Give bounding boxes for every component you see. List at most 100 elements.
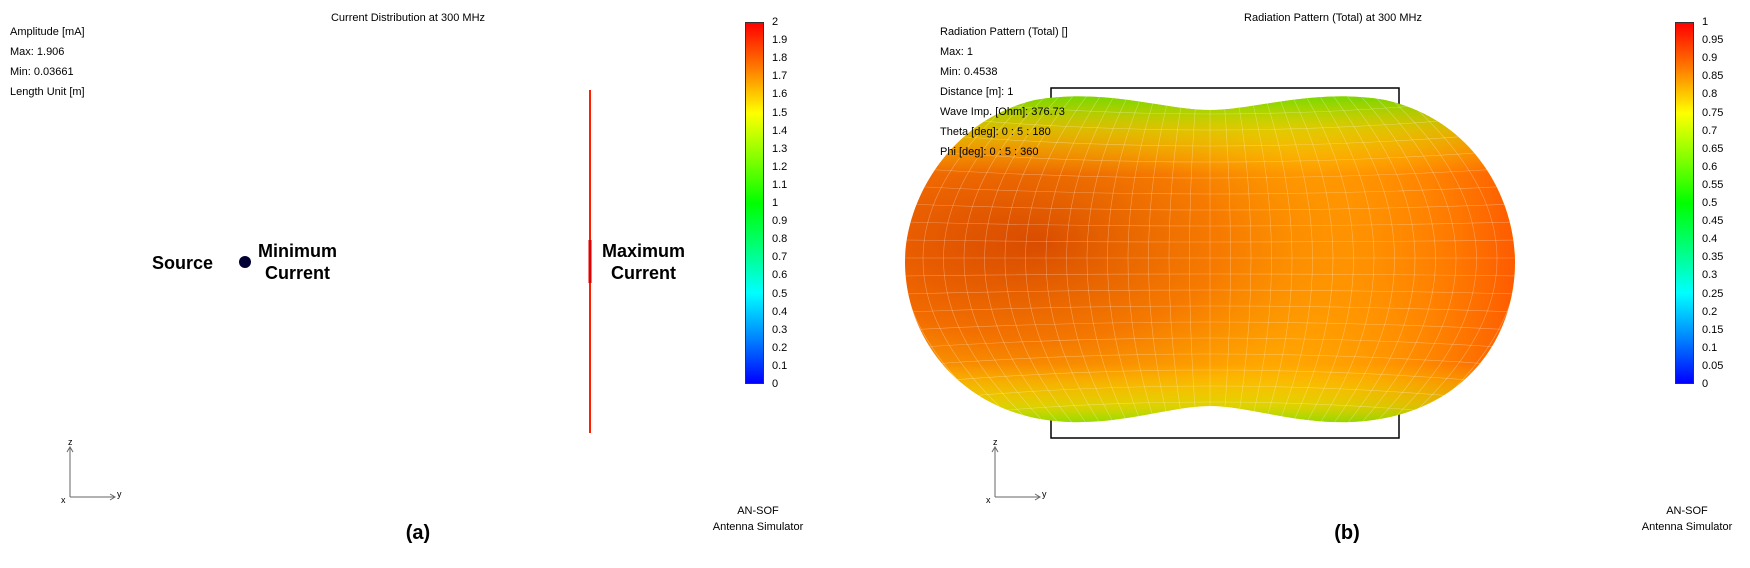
mesh-meridian: [1235, 96, 1252, 423]
mesh-meridian: [963, 96, 1055, 423]
colorbar-tick-label: 0.05: [1702, 359, 1724, 372]
mesh-meridian: [1148, 96, 1172, 423]
colorbar-tick-label: 0.2: [1702, 305, 1718, 318]
mesh-meridian: [1189, 96, 1198, 423]
mesh-meridian: [1168, 96, 1185, 423]
maximum-current-label: Maximum Current: [602, 240, 685, 284]
colorbar-tick-label: 0.4: [1702, 233, 1718, 246]
mesh-meridian: [1287, 96, 1334, 423]
mesh-meridian: [1365, 96, 1457, 423]
info-line: Max: 1: [940, 46, 974, 58]
info-line: Distance [m]: 1: [940, 86, 1014, 98]
colorbar-tick-label: 0.45: [1702, 215, 1724, 228]
annotation-line: Minimum: [258, 241, 337, 261]
info-line: Length Unit [m]: [10, 86, 85, 98]
pattern-shading: [905, 96, 1515, 423]
colorbar-tick-label: 0.2: [772, 341, 788, 354]
colorbar-tick-label: 0: [772, 378, 779, 390]
colorbar-tick-label: 1.2: [772, 160, 788, 173]
annotation-line: Current: [611, 263, 677, 283]
info-block-a: Amplitude [mA] Max: 1.906 Min: 0.03661 L…: [10, 22, 85, 102]
colorbar-tick-label: 1.7: [772, 70, 788, 83]
colorbar-tick-label: 0.35: [1702, 251, 1724, 264]
colorbar-tick-label: 0.75: [1702, 106, 1724, 119]
mesh-meridian: [1378, 96, 1477, 423]
info-line: Radiation Pattern (Total) []: [940, 26, 1068, 38]
mesh-meridian: [1300, 96, 1354, 423]
axis-label-x: x: [986, 495, 991, 505]
mesh-parallel: [905, 185, 1515, 195]
colorbar-tick-label: 0.1: [772, 359, 788, 372]
mesh-parallel: [905, 321, 1515, 331]
credit-line: AN-SOF: [737, 505, 779, 517]
mesh-parallel: [905, 273, 1515, 277]
mesh-parallel: [905, 221, 1515, 227]
mesh-parallel: [905, 239, 1515, 243]
colorbar-tick-label: 0.9: [772, 215, 788, 228]
info-line: Phi [deg]: 0 : 5 : 360: [940, 146, 1039, 158]
mesh-meridian: [1025, 96, 1094, 423]
colorbar-tick-label: 1.8: [772, 52, 788, 65]
colorbar-tick-label: 0.3: [1702, 269, 1718, 282]
mesh-parallel: [905, 369, 1515, 385]
source-label: Source: [152, 253, 214, 273]
axis-label-y: y: [117, 489, 122, 499]
mesh-meridian: [1326, 96, 1395, 423]
subfigure-label-b: (b): [1334, 522, 1360, 544]
annotation-line: Maximum: [602, 241, 686, 261]
mesh-meridian: [1313, 96, 1375, 423]
mesh-parallel: [905, 289, 1515, 295]
info-line: Theta [deg]: 0 : 5 : 180: [940, 126, 1051, 138]
colorbar-tick-label: 2: [772, 16, 779, 28]
mesh-meridian: [1261, 96, 1293, 423]
colorbar-tick-label: 1: [1702, 16, 1709, 28]
colorbar-tick-label: 0.8: [1702, 88, 1718, 101]
credit-line: Antenna Simulator: [1641, 521, 1733, 533]
colorbar-tick-label: 1.5: [772, 106, 788, 119]
colorbar-tick-label: 0.3: [772, 323, 788, 336]
mesh-meridian: [1107, 96, 1146, 423]
source-point: [239, 256, 251, 268]
colorbar-tick-label: 0: [1702, 378, 1709, 390]
colorbar-tick-label: 0.85: [1702, 70, 1724, 83]
annotation-line: Current: [264, 263, 330, 283]
mesh-meridian: [1066, 96, 1120, 423]
colorbar-tick-label: 0.15: [1702, 323, 1724, 336]
info-line: Amplitude [mA]: [10, 26, 85, 38]
mesh-parallel: [905, 203, 1515, 211]
mesh-parallel: [905, 385, 1515, 403]
colorbar-tick-label: 1.4: [772, 124, 788, 137]
loop-antenna-diagram: [66, 89, 592, 501]
mesh-meridian: [1086, 96, 1133, 423]
mesh-meridian: [943, 96, 1042, 423]
mesh-meridian: [984, 96, 1068, 423]
radiation-pattern-3d: [905, 87, 1515, 501]
info-line: Max: 1.906: [10, 46, 65, 58]
minimum-current-label: Minimum Current: [258, 240, 337, 284]
info-line: Min: 0.03661: [10, 66, 74, 78]
colorbar-b: [1675, 22, 1694, 384]
colorbar-tick-label: 0.5: [772, 287, 788, 300]
mesh-parallel: [905, 113, 1515, 131]
colorbar-tick-label: 0.95: [1702, 34, 1724, 47]
colorbar-tick-label: 1.1: [772, 178, 788, 191]
colorbar-tick-label: 1.6: [772, 88, 788, 101]
colorbar-tick-label: 0.55: [1702, 178, 1724, 191]
mesh-meridian: [1391, 96, 1498, 423]
mesh-parallel: [905, 149, 1515, 163]
mesh-meridian: [922, 96, 1029, 423]
credit-line: Antenna Simulator: [712, 521, 804, 533]
colorbar-tick-label: 0.8: [772, 233, 788, 246]
colorbar-tick-label: 1.9: [772, 34, 788, 47]
panel-radiation-pattern: Radiation Pattern (Total) at 300 MHz: [875, 0, 1750, 568]
panel-title-a: Current Distribution at 300 MHz: [330, 12, 486, 24]
info-line: Wave Imp. [Ohm]: 376.73: [940, 106, 1065, 118]
colorbar-tick-label: 0.9: [1702, 52, 1718, 65]
panel-title-b: Radiation Pattern (Total) at 300 MHz: [1244, 12, 1422, 24]
axis-label-z: z: [68, 437, 73, 447]
info-line: Min: 0.4538: [940, 66, 998, 78]
colorbar-tick-label: 1.3: [772, 142, 788, 155]
credit-line: AN-SOF: [1666, 505, 1708, 517]
mesh-meridian: [1127, 96, 1159, 423]
mesh-parallel: [905, 131, 1515, 147]
